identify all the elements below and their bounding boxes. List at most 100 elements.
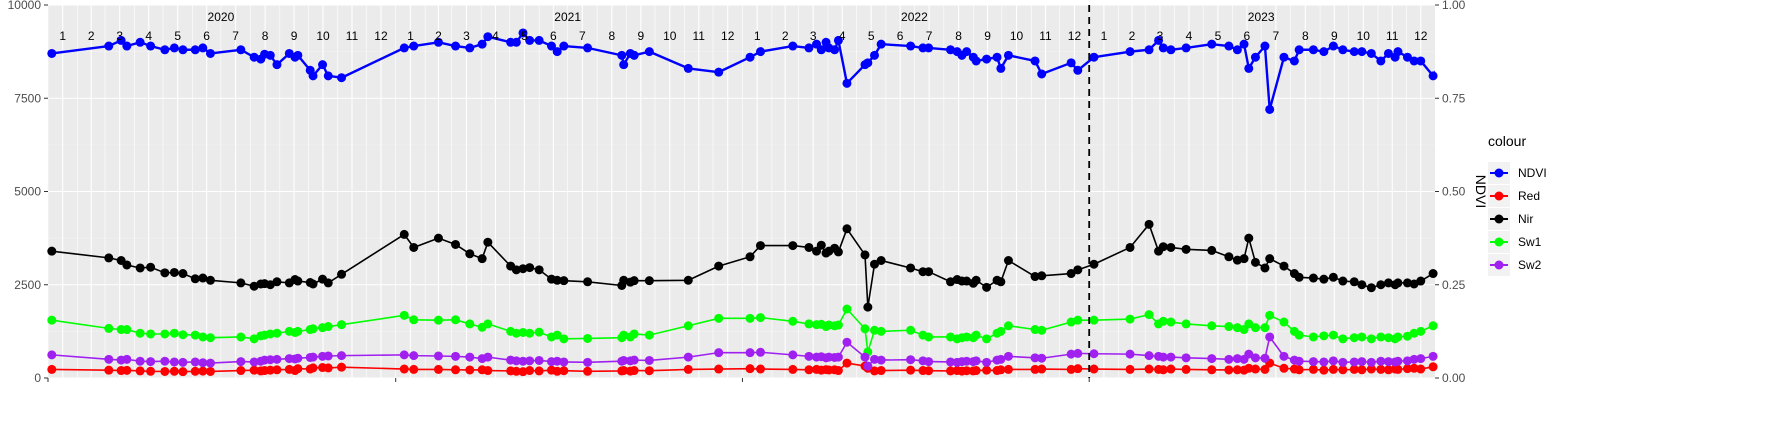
data-point-nir: [924, 267, 934, 277]
legend-label-ndvi: NDVI: [1518, 166, 1547, 180]
data-point-sw1: [409, 315, 419, 325]
data-point-ndvi: [1003, 50, 1013, 60]
data-point-red: [1003, 364, 1013, 374]
month-label: 3: [810, 29, 817, 43]
data-point-ndvi: [552, 47, 562, 57]
data-point-sw2: [552, 356, 562, 366]
data-point-sw1: [511, 328, 521, 338]
data-point-sw1: [1279, 317, 1289, 327]
data-point-ndvi: [104, 41, 114, 51]
data-point-nir: [160, 268, 170, 278]
data-point-nir: [323, 278, 333, 288]
data-point-ndvi: [1265, 104, 1275, 114]
data-point-sw1: [1089, 315, 1099, 325]
data-point-ndvi: [1239, 39, 1249, 49]
data-point-sw2: [1416, 354, 1426, 364]
data-point-sw2: [1089, 349, 1099, 359]
data-point-sw2: [1037, 353, 1047, 363]
month-label: 12: [374, 29, 388, 43]
data-point-ndvi: [870, 50, 879, 60]
data-point-ndvi: [583, 43, 593, 53]
data-point-sw1: [1037, 325, 1047, 335]
data-point-nir: [842, 224, 852, 234]
data-point-sw2: [1357, 357, 1367, 367]
data-point-ndvi: [511, 37, 521, 47]
data-point-ndvi: [996, 63, 1006, 73]
data-point-nir: [1239, 254, 1249, 264]
data-point-sw1: [169, 328, 179, 338]
data-point-sw1: [1366, 334, 1376, 344]
data-point-ndvi: [1030, 56, 1040, 66]
data-point-nir: [1402, 278, 1412, 288]
data-point-sw2: [971, 356, 981, 366]
month-label: 8: [955, 29, 962, 43]
month-label: 1: [754, 29, 761, 43]
data-point-sw2: [876, 355, 886, 365]
data-point-ndvi: [971, 56, 981, 66]
data-point-red: [308, 363, 318, 373]
data-point-sw2: [1003, 351, 1013, 361]
data-point-ndvi: [135, 37, 145, 47]
year-label: 2021: [554, 10, 581, 24]
data-point-sw1: [1144, 310, 1154, 320]
data-point-ndvi: [483, 32, 493, 42]
month-label: 9: [291, 29, 298, 43]
data-point-nir: [1224, 252, 1234, 262]
data-point-red: [804, 365, 814, 375]
data-point-nir: [104, 253, 114, 263]
data-point-red: [788, 364, 798, 374]
data-point-nir: [534, 265, 544, 275]
y-tick-label: 5000: [14, 185, 41, 199]
y2-tick-label: 0.75: [1442, 91, 1466, 105]
data-point-sw1: [1181, 319, 1191, 329]
data-point-red: [1144, 364, 1154, 374]
data-point-sw1: [644, 330, 654, 340]
data-point-red: [465, 365, 475, 375]
data-point-ndvi: [160, 45, 170, 55]
month-label: 12: [721, 29, 735, 43]
data-point-red: [47, 364, 57, 374]
data-point-nir: [1144, 219, 1154, 229]
data-point-red: [1319, 365, 1329, 375]
month-label: 9: [984, 29, 991, 43]
data-point-sw2: [483, 352, 493, 362]
month-label: 5: [1215, 29, 1222, 43]
data-point-nir: [559, 276, 569, 286]
data-point-red: [1166, 364, 1176, 374]
data-point-red: [946, 366, 955, 376]
data-point-ndvi: [122, 41, 132, 51]
data-point-nir: [525, 263, 535, 273]
data-point-ndvi: [47, 48, 57, 58]
data-point-red: [511, 366, 521, 376]
data-point-ndvi: [1125, 47, 1135, 57]
data-point-sw1: [160, 329, 170, 339]
data-point-sw2: [683, 352, 693, 362]
data-point-sw1: [1166, 317, 1176, 327]
data-point-nir: [293, 276, 303, 286]
data-point-ndvi: [337, 73, 347, 83]
data-point-sw2: [1181, 353, 1191, 363]
data-point-sw1: [1158, 316, 1168, 326]
data-point-red: [518, 367, 528, 377]
data-point-ndvi: [559, 41, 569, 51]
data-point-sw2: [1166, 352, 1176, 362]
data-point-sw2: [860, 352, 870, 362]
data-point-sw1: [1224, 322, 1234, 332]
data-point-sw2: [1207, 354, 1217, 364]
data-point-sw2: [1030, 353, 1040, 363]
month-label: 1: [1101, 29, 1108, 43]
data-point-nir: [745, 252, 755, 262]
month-label: 7: [232, 29, 239, 43]
data-point-sw1: [483, 319, 493, 329]
month-label: 11: [1039, 29, 1052, 43]
year-label: 2022: [901, 10, 928, 24]
data-point-sw2: [135, 356, 145, 366]
data-point-sw2: [714, 348, 724, 358]
data-point-sw2: [1244, 349, 1254, 359]
month-label: 3: [463, 29, 470, 43]
data-point-sw2: [1409, 354, 1419, 364]
data-point-sw1: [714, 313, 724, 323]
data-point-ndvi: [842, 78, 852, 88]
data-point-sw1: [525, 328, 535, 338]
data-point-sw2: [583, 357, 593, 367]
